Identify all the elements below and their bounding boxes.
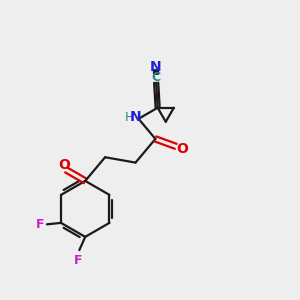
- Text: O: O: [58, 158, 70, 172]
- Text: F: F: [74, 254, 82, 267]
- Text: C: C: [151, 71, 160, 84]
- Text: H: H: [124, 111, 134, 124]
- Text: F: F: [35, 218, 44, 231]
- Text: O: O: [176, 142, 188, 156]
- Text: N: N: [130, 110, 141, 124]
- Text: N: N: [150, 60, 161, 74]
